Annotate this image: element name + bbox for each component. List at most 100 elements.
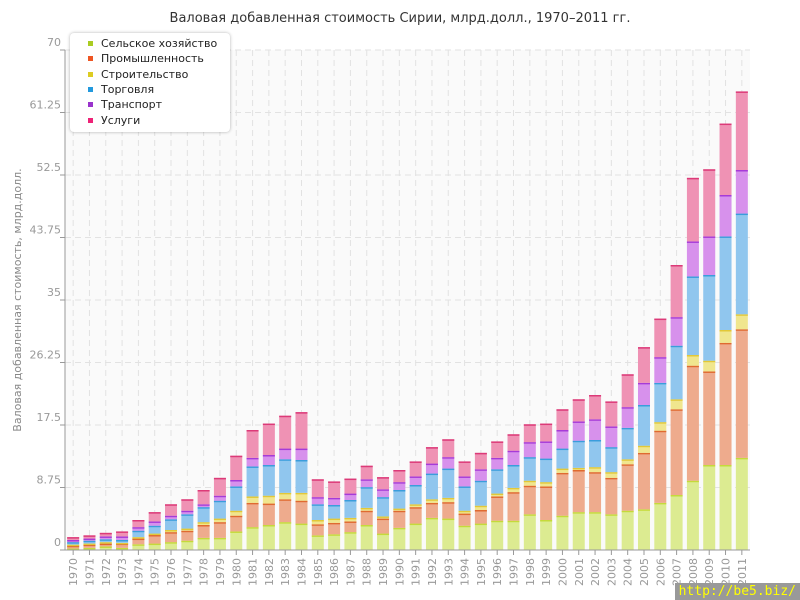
bar-segment (654, 357, 667, 383)
legend-swatch-icon (88, 71, 93, 77)
bar-segment (686, 480, 699, 550)
bar-segment (328, 534, 341, 550)
bar-segment (491, 469, 504, 494)
bar-segment (670, 399, 683, 410)
bar-segment (246, 527, 259, 550)
bar-segment (393, 490, 406, 509)
bar-segment (654, 382, 667, 423)
bar-segment (686, 276, 699, 355)
bar-segment (621, 407, 634, 428)
bar-segment (295, 448, 308, 460)
bar-segment (181, 514, 194, 529)
bar-segment (246, 466, 259, 497)
bar-segment (703, 169, 716, 237)
bar-segment (621, 464, 634, 511)
bar-segment (311, 497, 324, 505)
bar-segment (719, 195, 732, 237)
legend-item[interactable]: Транспорт (70, 97, 230, 112)
bar-segment (670, 409, 683, 495)
bar-segment (703, 360, 716, 372)
x-tick-label: 1993 (442, 558, 455, 586)
bar-segment (311, 535, 324, 550)
bar-segment (393, 470, 406, 483)
bar-segment (686, 355, 699, 366)
bar-segment (458, 476, 471, 487)
x-tick-label: 1989 (377, 558, 390, 586)
bar-segment (735, 91, 748, 170)
legend-label: Сельское хозяйство (101, 37, 218, 51)
bar-segment (230, 510, 243, 516)
y-tick-label: 8.75 (37, 474, 62, 487)
x-tick-label: 1975 (149, 558, 162, 586)
bar-segment (540, 482, 553, 487)
x-tick-label: 2001 (573, 558, 586, 586)
bar-segment (328, 522, 341, 535)
legend-item[interactable]: Услуги (70, 112, 230, 127)
bar-segment (686, 365, 699, 481)
legend-swatch-icon (88, 56, 93, 62)
bar-segment (197, 525, 210, 538)
legend-item[interactable]: Торговля (70, 82, 230, 97)
watermark: http://be5.biz/ (674, 583, 800, 600)
bar-segment (556, 468, 569, 473)
bar-segment (132, 530, 145, 538)
bar-segment (507, 520, 520, 550)
y-tick-label: 26.25 (30, 349, 62, 362)
bar-segment (295, 492, 308, 501)
bar-segment (165, 542, 178, 550)
bar-segment (670, 345, 683, 400)
bar-segment (540, 520, 553, 550)
bar-segment (377, 497, 390, 517)
bar-segment (507, 434, 520, 451)
legend-item[interactable]: Промышленность (70, 51, 230, 66)
bar-segment (230, 455, 243, 480)
bar-segment (393, 527, 406, 550)
y-tick-label: 35 (47, 286, 61, 299)
bar-segment (230, 515, 243, 532)
bar-segment (719, 123, 732, 195)
bar-segment (523, 442, 536, 458)
legend-label: Промышленность (101, 52, 204, 66)
legend-item[interactable]: Строительство (70, 67, 230, 82)
bar-segment (654, 502, 667, 550)
bar-segment (213, 518, 226, 523)
legend-item[interactable]: Сельское хозяйство (70, 36, 230, 51)
bar-segment (425, 517, 438, 550)
y-axis-label: Валовая добавленная стоимость, млрд.долл… (11, 168, 24, 431)
bar-segment (735, 457, 748, 550)
bar-segment (556, 472, 569, 516)
bar-segment (637, 382, 650, 405)
bar-segment (165, 519, 178, 530)
bar-segment (605, 426, 618, 448)
bar-segment (181, 499, 194, 511)
bar-segment (344, 493, 357, 500)
x-tick-label: 2003 (605, 558, 618, 586)
x-tick-label: 1978 (198, 558, 211, 586)
x-tick-label: 2008 (687, 558, 700, 586)
bar-segment (279, 448, 292, 460)
bar-segment (360, 510, 373, 525)
bar-segment (605, 447, 618, 473)
bar-segment (311, 524, 324, 536)
x-tick-label: 2000 (556, 558, 569, 586)
bar-segment (197, 537, 210, 550)
x-tick-label: 1973 (116, 558, 129, 586)
y-tick-label: 43.75 (30, 224, 62, 237)
bar-segment (132, 520, 145, 528)
bar-segment (474, 452, 487, 470)
bar-segment (572, 399, 585, 422)
bar-segment (409, 461, 422, 477)
bar-segment (719, 330, 732, 343)
bar-segment (589, 419, 602, 440)
bar-segment (735, 314, 748, 330)
bar-segment (507, 465, 520, 488)
bar-segment (295, 412, 308, 449)
bar-segment (523, 424, 536, 443)
bar-segment (197, 490, 210, 505)
bar-segment (132, 527, 145, 531)
bar-segment (589, 467, 602, 473)
bar-segment (344, 478, 357, 494)
bar-segment (246, 496, 259, 503)
x-tick-label: 2005 (638, 558, 651, 586)
x-tick-label: 1977 (181, 558, 194, 586)
